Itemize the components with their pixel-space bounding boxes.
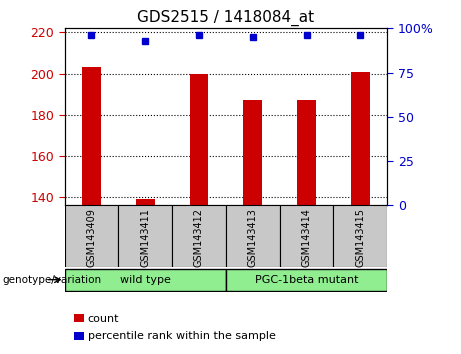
Text: count: count xyxy=(88,314,119,324)
Bar xyxy=(189,74,208,205)
Text: PGC-1beta mutant: PGC-1beta mutant xyxy=(255,275,358,285)
Bar xyxy=(243,100,262,205)
Text: GSM143409: GSM143409 xyxy=(86,209,96,267)
FancyBboxPatch shape xyxy=(118,205,172,267)
Text: genotype/variation: genotype/variation xyxy=(2,275,101,285)
FancyBboxPatch shape xyxy=(172,205,226,267)
FancyBboxPatch shape xyxy=(226,268,387,291)
Text: GSM143415: GSM143415 xyxy=(355,209,366,267)
FancyBboxPatch shape xyxy=(226,205,280,267)
Bar xyxy=(136,199,154,205)
Bar xyxy=(297,100,316,205)
Text: GSM143413: GSM143413 xyxy=(248,209,258,267)
FancyBboxPatch shape xyxy=(280,205,333,267)
Title: GDS2515 / 1418084_at: GDS2515 / 1418084_at xyxy=(137,9,314,25)
Text: wild type: wild type xyxy=(120,275,171,285)
Text: percentile rank within the sample: percentile rank within the sample xyxy=(88,331,276,341)
Text: GSM143414: GSM143414 xyxy=(301,209,312,267)
FancyBboxPatch shape xyxy=(65,268,226,291)
Bar xyxy=(82,67,101,205)
Bar xyxy=(351,72,370,205)
Text: GSM143412: GSM143412 xyxy=(194,209,204,267)
FancyBboxPatch shape xyxy=(65,205,118,267)
FancyBboxPatch shape xyxy=(333,205,387,267)
Text: GSM143411: GSM143411 xyxy=(140,209,150,267)
